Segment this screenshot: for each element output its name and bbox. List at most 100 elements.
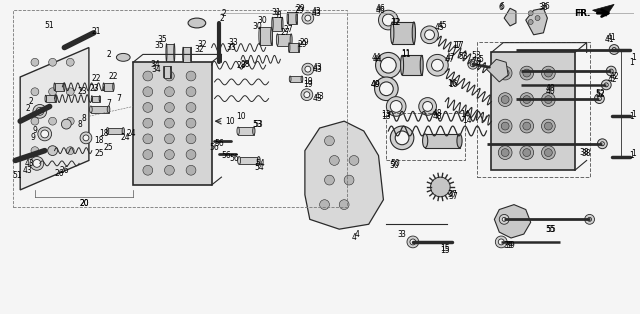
- Text: 33: 33: [228, 38, 238, 47]
- Circle shape: [164, 134, 174, 144]
- Text: 27: 27: [280, 28, 290, 37]
- Text: 10: 10: [225, 117, 235, 126]
- Circle shape: [49, 117, 56, 125]
- Circle shape: [305, 15, 311, 21]
- Ellipse shape: [188, 18, 205, 28]
- Circle shape: [164, 103, 174, 112]
- Text: 43: 43: [312, 7, 321, 16]
- Circle shape: [545, 149, 552, 156]
- Circle shape: [528, 19, 533, 24]
- Text: 2: 2: [219, 14, 224, 23]
- Circle shape: [501, 96, 509, 104]
- Text: 9: 9: [31, 133, 35, 142]
- Bar: [239, 156, 259, 164]
- Ellipse shape: [420, 55, 423, 75]
- Circle shape: [41, 130, 49, 138]
- Circle shape: [49, 88, 56, 96]
- Ellipse shape: [55, 95, 56, 102]
- Text: 28: 28: [240, 60, 250, 69]
- Circle shape: [30, 156, 44, 170]
- Text: 36: 36: [541, 2, 550, 11]
- Circle shape: [164, 87, 174, 97]
- Ellipse shape: [290, 34, 292, 46]
- Text: 1: 1: [629, 112, 634, 121]
- Polygon shape: [20, 47, 89, 190]
- Text: 19: 19: [303, 78, 313, 86]
- Circle shape: [502, 217, 506, 221]
- Polygon shape: [526, 8, 547, 35]
- Text: 35: 35: [157, 35, 168, 44]
- Text: 34: 34: [152, 65, 161, 74]
- Text: 37: 37: [447, 190, 457, 199]
- Text: 24: 24: [126, 129, 136, 138]
- Text: 44: 44: [372, 53, 381, 62]
- Text: 16: 16: [448, 80, 458, 89]
- Circle shape: [143, 134, 153, 144]
- Bar: [108, 127, 124, 134]
- Bar: [91, 106, 109, 113]
- Ellipse shape: [253, 127, 255, 135]
- Circle shape: [31, 88, 39, 96]
- Ellipse shape: [301, 76, 303, 82]
- Ellipse shape: [173, 44, 175, 61]
- Ellipse shape: [116, 53, 130, 61]
- Text: 30: 30: [258, 16, 268, 24]
- Text: 12: 12: [390, 18, 400, 26]
- Circle shape: [598, 97, 602, 100]
- Text: 29: 29: [295, 4, 305, 13]
- Circle shape: [349, 155, 359, 165]
- Circle shape: [164, 71, 174, 81]
- Polygon shape: [504, 8, 516, 26]
- Circle shape: [545, 122, 552, 130]
- Circle shape: [67, 58, 74, 66]
- Text: 36: 36: [539, 3, 548, 12]
- Circle shape: [305, 66, 311, 72]
- Ellipse shape: [282, 17, 283, 31]
- Text: 17: 17: [452, 41, 462, 50]
- Text: 8: 8: [77, 120, 83, 129]
- Bar: [392, 22, 414, 44]
- Text: 13: 13: [381, 112, 391, 121]
- Ellipse shape: [166, 44, 167, 61]
- Circle shape: [301, 89, 313, 100]
- Circle shape: [380, 82, 393, 96]
- Bar: [260, 27, 271, 45]
- Ellipse shape: [237, 156, 241, 164]
- Text: 10: 10: [236, 112, 246, 121]
- Ellipse shape: [237, 127, 239, 135]
- Text: 56: 56: [210, 143, 220, 152]
- Text: 52: 52: [596, 89, 605, 98]
- Circle shape: [143, 150, 153, 160]
- Text: 13: 13: [381, 110, 391, 119]
- Text: 31: 31: [273, 11, 283, 20]
- Text: 51: 51: [45, 21, 54, 30]
- Bar: [402, 55, 422, 75]
- Circle shape: [520, 146, 534, 160]
- Circle shape: [186, 71, 196, 81]
- Circle shape: [383, 14, 394, 26]
- Circle shape: [319, 200, 330, 209]
- Circle shape: [501, 69, 509, 77]
- Text: 18: 18: [94, 136, 104, 145]
- Text: 7: 7: [106, 99, 111, 108]
- Circle shape: [604, 83, 608, 87]
- Circle shape: [422, 101, 433, 111]
- Bar: [166, 44, 174, 61]
- Text: 41: 41: [606, 33, 616, 42]
- Text: 30: 30: [252, 22, 262, 31]
- Circle shape: [33, 160, 41, 167]
- Bar: [45, 95, 56, 102]
- Text: 1: 1: [632, 149, 636, 158]
- Text: 44: 44: [372, 55, 383, 64]
- Text: 7: 7: [116, 94, 121, 103]
- Circle shape: [304, 92, 310, 98]
- Text: 14: 14: [462, 116, 472, 125]
- Text: 2: 2: [221, 9, 226, 18]
- Circle shape: [602, 80, 611, 90]
- Bar: [133, 62, 212, 185]
- Ellipse shape: [457, 134, 462, 148]
- Ellipse shape: [422, 134, 428, 148]
- Circle shape: [541, 146, 556, 160]
- Text: 41: 41: [604, 35, 614, 44]
- Text: 43: 43: [313, 65, 323, 74]
